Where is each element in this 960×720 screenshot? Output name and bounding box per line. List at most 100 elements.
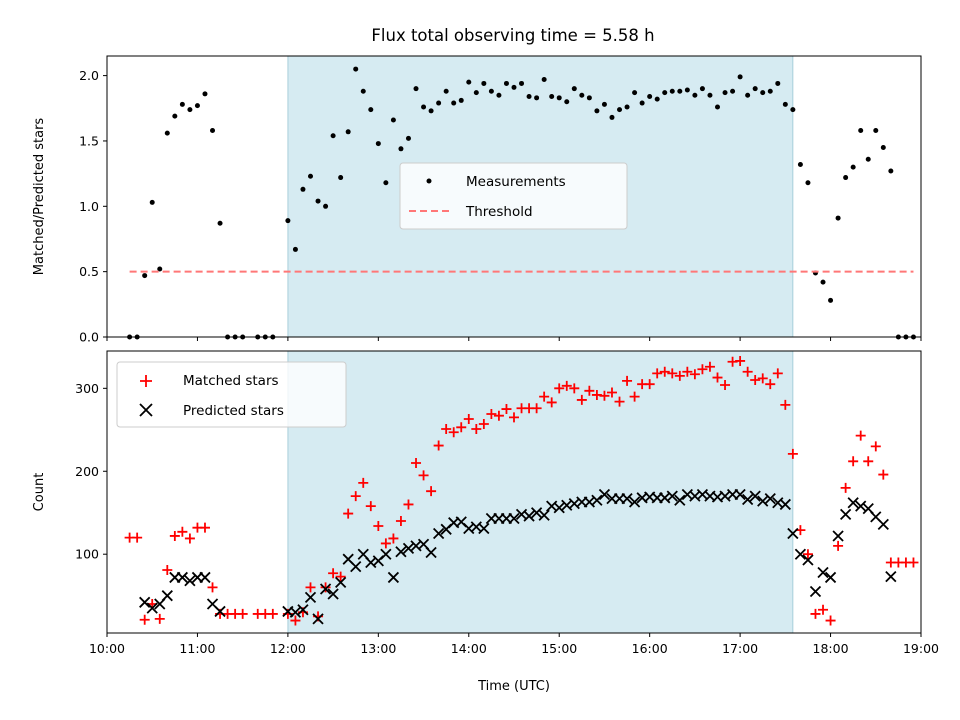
point-measurements <box>217 220 223 226</box>
point-matched-stars <box>750 375 761 386</box>
x-tick-label: 11:00 <box>179 641 215 656</box>
point-matched-stars <box>403 499 414 510</box>
point-predicted-stars <box>553 502 565 514</box>
point-matched-stars <box>622 375 633 386</box>
point-measurements <box>488 88 494 94</box>
point-measurements <box>519 80 525 86</box>
point-measurements <box>398 146 404 152</box>
point-predicted-stars <box>199 571 211 584</box>
point-matched-stars <box>169 530 180 541</box>
point-measurements <box>368 107 374 113</box>
point-matched-stars <box>682 366 693 377</box>
bottom-legend-box <box>116 361 347 428</box>
point-predicted-stars <box>523 510 535 522</box>
point-matched-stars <box>411 457 422 468</box>
point-measurements <box>873 127 879 133</box>
point-predicted-stars <box>297 604 309 616</box>
point-measurements <box>865 156 871 162</box>
point-measurements <box>579 92 585 98</box>
point-predicted-stars <box>817 566 829 579</box>
point-matched-stars <box>840 482 851 493</box>
legend-marker-measurements <box>426 178 432 184</box>
point-matched-stars <box>478 418 489 429</box>
point-predicted-stars <box>809 585 822 598</box>
point-measurements <box>880 144 886 150</box>
point-measurements <box>149 199 155 205</box>
point-matched-stars <box>652 368 663 379</box>
point-measurements <box>323 203 329 209</box>
point-predicted-stars <box>832 530 844 542</box>
point-matched-stars <box>426 486 437 497</box>
point-measurements <box>285 218 291 224</box>
point-matched-stars <box>584 385 595 396</box>
point-measurements <box>730 88 736 94</box>
point-predicted-stars <box>184 575 196 587</box>
point-measurements <box>624 104 630 110</box>
point-predicted-stars <box>319 583 332 595</box>
point-predicted-stars <box>478 522 490 535</box>
point-predicted-stars <box>802 554 814 566</box>
point-measurements <box>835 215 841 221</box>
point-predicted-stars <box>877 518 889 530</box>
point-matched-stars <box>380 538 391 549</box>
point-measurements <box>549 94 555 100</box>
point-predicted-stars <box>432 527 445 540</box>
x-tick-label: 15:00 <box>541 641 577 656</box>
point-predicted-stars <box>621 492 633 505</box>
point-predicted-stars <box>885 570 897 583</box>
point-measurements <box>443 88 449 94</box>
point-matched-stars <box>267 608 278 619</box>
point-matched-stars <box>456 422 467 433</box>
point-measurements <box>850 164 856 170</box>
point-predicted-stars <box>350 561 362 573</box>
top-panel: 0.00.51.01.52.0 Matched/Predicted stars … <box>32 55 922 345</box>
point-measurements <box>345 129 351 135</box>
point-matched-stars <box>139 614 150 625</box>
point-matched-stars <box>772 368 783 379</box>
point-matched-stars <box>561 380 572 391</box>
point-predicted-stars <box>335 576 347 589</box>
point-predicted-stars <box>598 488 611 501</box>
point-predicted-stars <box>530 507 543 519</box>
point-measurements <box>330 133 336 139</box>
point-measurements <box>202 91 208 97</box>
x-axis-label: Time (UTC) <box>477 679 550 694</box>
point-matched-stars <box>614 396 625 407</box>
point-measurements <box>187 107 193 113</box>
point-matched-stars <box>878 469 889 480</box>
point-matched-stars <box>132 532 143 543</box>
legend-label-threshold: Threshold <box>465 204 533 220</box>
bottom-y-axis-label: Count <box>32 473 47 512</box>
point-predicted-stars <box>757 495 769 507</box>
point-measurements <box>179 101 185 107</box>
point-matched-stars <box>441 423 452 434</box>
point-matched-stars <box>493 410 504 421</box>
x-tick-label: 16:00 <box>632 641 668 656</box>
point-matched-stars <box>162 564 173 575</box>
y-tick-label: 0.0 <box>79 330 99 345</box>
point-matched-stars <box>184 533 195 544</box>
point-measurements <box>503 80 509 86</box>
point-measurements <box>511 84 517 90</box>
point-measurements <box>677 88 683 94</box>
x-tick-label: 13:00 <box>360 641 396 656</box>
point-matched-stars <box>825 615 836 626</box>
point-predicted-stars <box>787 527 799 540</box>
point-measurements <box>715 104 720 110</box>
point-measurements <box>654 96 660 102</box>
point-matched-stars <box>305 582 316 593</box>
point-matched-stars <box>576 394 587 405</box>
point-matched-stars <box>531 403 542 414</box>
point-measurements <box>405 135 411 141</box>
point-matched-stars <box>712 372 723 383</box>
y-tick-label: 200 <box>75 464 99 479</box>
point-measurements <box>745 92 751 98</box>
point-matched-stars <box>177 526 188 537</box>
y-tick-label: 0.5 <box>79 264 99 279</box>
point-measurements <box>458 97 464 103</box>
point-measurements <box>767 88 773 94</box>
bottom-panel: 10:00 11:00 12:00 13:00 14:00 15:00 16:00 17:00… <box>32 350 939 694</box>
point-measurements <box>684 87 690 93</box>
point-predicted-stars <box>139 596 151 608</box>
point-measurements <box>782 101 788 107</box>
